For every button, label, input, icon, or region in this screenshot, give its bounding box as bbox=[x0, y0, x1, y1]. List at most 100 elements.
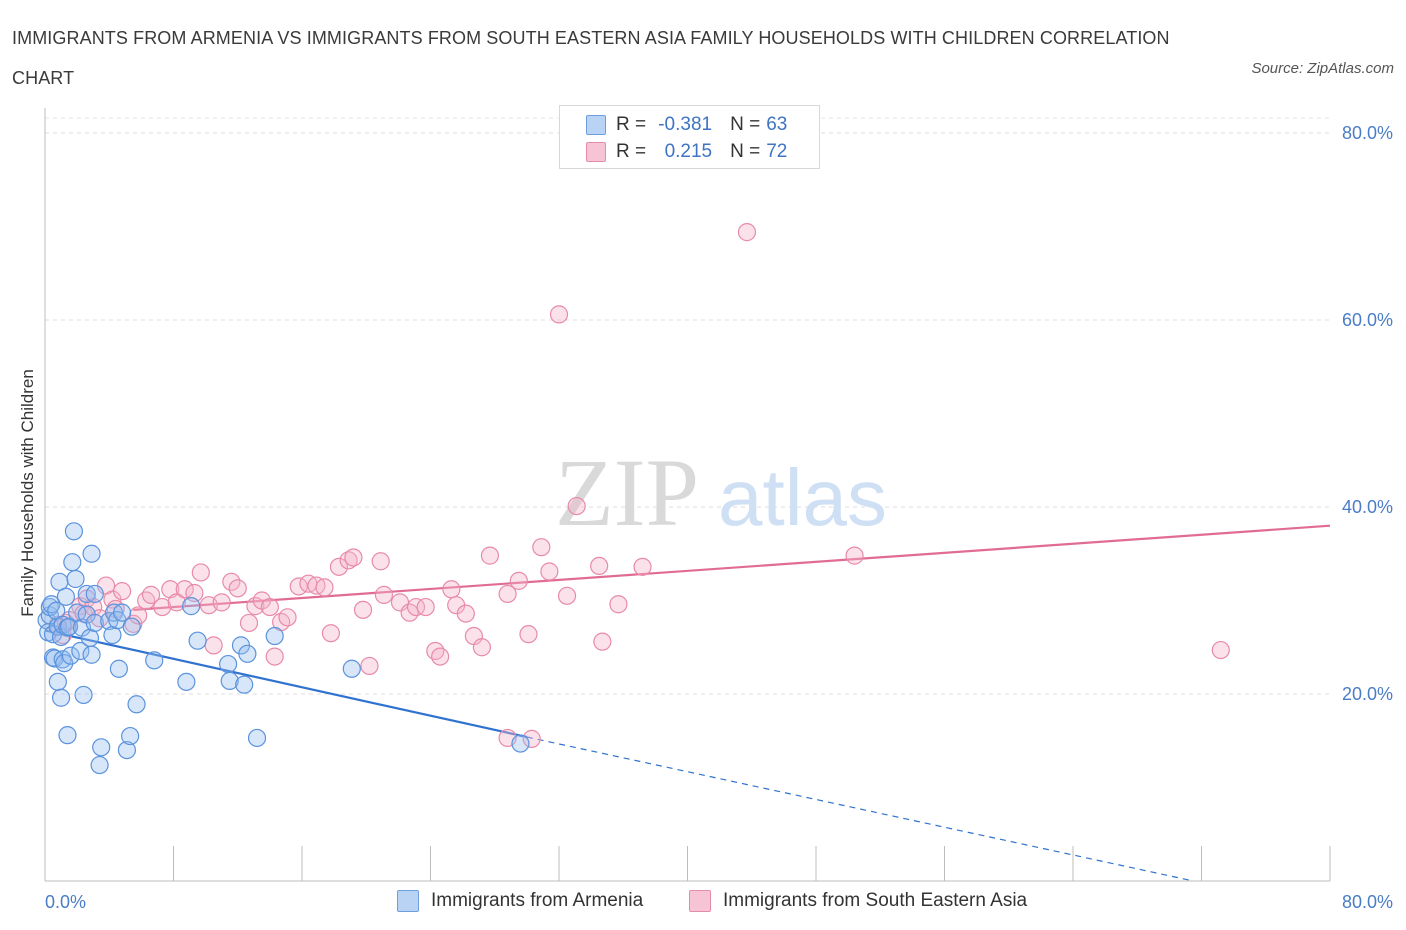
point-armenia bbox=[247, 728, 267, 748]
point-armenia bbox=[55, 654, 74, 673]
watermark-atlas: atlas bbox=[718, 453, 887, 542]
watermark-zip: ZIP bbox=[555, 439, 699, 546]
point-sea bbox=[426, 641, 445, 661]
point-sea bbox=[329, 557, 349, 576]
trend-line-sea bbox=[133, 524, 1331, 611]
bottom-legend-armenia: Immigrants from Armenia bbox=[397, 888, 643, 914]
legend-r-value: -0.381 bbox=[658, 114, 713, 135]
point-sea bbox=[260, 597, 279, 617]
point-armenia bbox=[56, 587, 75, 606]
point-sea bbox=[204, 636, 223, 655]
x-tick-label: 0.0% bbox=[45, 892, 86, 912]
point-armenia bbox=[48, 672, 67, 691]
y-tick-label: 40.0% bbox=[1342, 497, 1393, 517]
point-sea bbox=[321, 624, 341, 643]
point-armenia bbox=[219, 654, 238, 674]
watermark: ZIP atlas bbox=[555, 439, 887, 546]
point-armenia bbox=[265, 626, 284, 646]
point-armenia bbox=[121, 726, 140, 746]
point-armenia bbox=[82, 544, 101, 563]
correlation-legend: R = -0.381 N = 63 R = 0.215 N = 72 bbox=[559, 105, 820, 169]
point-armenia bbox=[64, 522, 84, 541]
y-tick-label: 20.0% bbox=[1342, 684, 1393, 704]
point-sea bbox=[845, 546, 864, 565]
point-armenia bbox=[127, 695, 146, 714]
point-sea bbox=[167, 593, 186, 612]
trend-lines bbox=[44, 524, 1331, 882]
trend-line-armenia-extension bbox=[526, 736, 1194, 882]
point-sea bbox=[557, 586, 577, 605]
point-sea bbox=[609, 595, 628, 614]
point-armenia bbox=[112, 603, 132, 622]
point-sea bbox=[522, 729, 541, 748]
point-sea bbox=[472, 638, 491, 657]
legend-n-value: 72 bbox=[766, 141, 788, 162]
y-tick-label: 80.0% bbox=[1342, 123, 1393, 143]
x-tick-label: 80.0% bbox=[1342, 892, 1393, 912]
point-armenia bbox=[220, 671, 239, 691]
point-sea bbox=[265, 647, 284, 666]
legend-n-label: N = bbox=[730, 141, 761, 162]
point-armenia bbox=[342, 659, 361, 678]
point-sea bbox=[593, 632, 612, 651]
legend-r-label: R = bbox=[616, 141, 647, 162]
point-sea bbox=[532, 538, 551, 557]
point-sea bbox=[737, 223, 757, 242]
point-sea bbox=[212, 593, 231, 612]
point-sea bbox=[239, 613, 259, 633]
source-label: Source: ZipAtlas.com bbox=[1251, 60, 1394, 77]
point-sea bbox=[442, 580, 461, 599]
point-sea bbox=[137, 591, 156, 610]
point-armenia bbox=[177, 672, 196, 691]
point-sea bbox=[315, 578, 334, 597]
point-armenia bbox=[117, 740, 137, 760]
legend-swatch-pink bbox=[586, 142, 606, 162]
point-sea bbox=[480, 546, 500, 565]
legend-swatch-blue bbox=[586, 115, 606, 135]
point-armenia bbox=[238, 644, 257, 663]
point-armenia bbox=[85, 584, 104, 604]
data-points bbox=[37, 223, 1230, 775]
point-armenia bbox=[92, 738, 111, 757]
point-sea bbox=[161, 580, 180, 599]
point-sea bbox=[456, 604, 475, 623]
trend-line-armenia bbox=[44, 629, 528, 739]
point-sea bbox=[339, 551, 358, 570]
point-sea bbox=[567, 496, 586, 516]
legend-n-value: 63 bbox=[766, 114, 788, 135]
point-armenia bbox=[58, 726, 77, 745]
point-armenia bbox=[122, 617, 141, 636]
point-armenia bbox=[58, 618, 77, 637]
point-armenia bbox=[71, 641, 90, 661]
legend-row-armenia: R = -0.381 N = 63 bbox=[586, 113, 787, 137]
legend-n-label: N = bbox=[730, 114, 761, 135]
legend-r-value: 0.215 bbox=[664, 141, 713, 162]
point-sea bbox=[540, 562, 559, 581]
point-sea bbox=[353, 600, 373, 619]
point-armenia bbox=[63, 553, 82, 572]
gridlines bbox=[45, 117, 1330, 695]
point-armenia bbox=[61, 646, 80, 665]
bottom-legend-swatch-blue bbox=[397, 890, 419, 912]
point-sea bbox=[191, 563, 210, 582]
point-sea bbox=[633, 557, 652, 576]
point-sea bbox=[344, 548, 363, 567]
point-armenia bbox=[66, 569, 85, 589]
point-armenia bbox=[109, 659, 128, 678]
point-armenia bbox=[74, 685, 93, 705]
point-sea bbox=[509, 571, 528, 590]
bottom-legend-sea: Immigrants from South Eastern Asia bbox=[689, 888, 1027, 914]
bottom-legend-label-sea: Immigrants from South Eastern Asia bbox=[723, 890, 1028, 911]
point-sea bbox=[549, 305, 569, 324]
point-sea bbox=[498, 584, 517, 604]
chart-title: IMMIGRANTS FROM ARMENIA VS IMMIGRANTS FR… bbox=[12, 28, 1170, 88]
point-sea bbox=[278, 608, 297, 627]
point-sea bbox=[175, 580, 194, 599]
legend-row-sea: R = 0.215 N = 72 bbox=[586, 140, 787, 164]
point-sea bbox=[406, 597, 426, 617]
point-sea bbox=[153, 597, 172, 617]
point-sea bbox=[112, 582, 132, 601]
point-armenia bbox=[145, 651, 164, 670]
tick-labels: 20.0% 40.0% 60.0% 80.0% 0.0% 80.0% bbox=[45, 123, 1393, 912]
